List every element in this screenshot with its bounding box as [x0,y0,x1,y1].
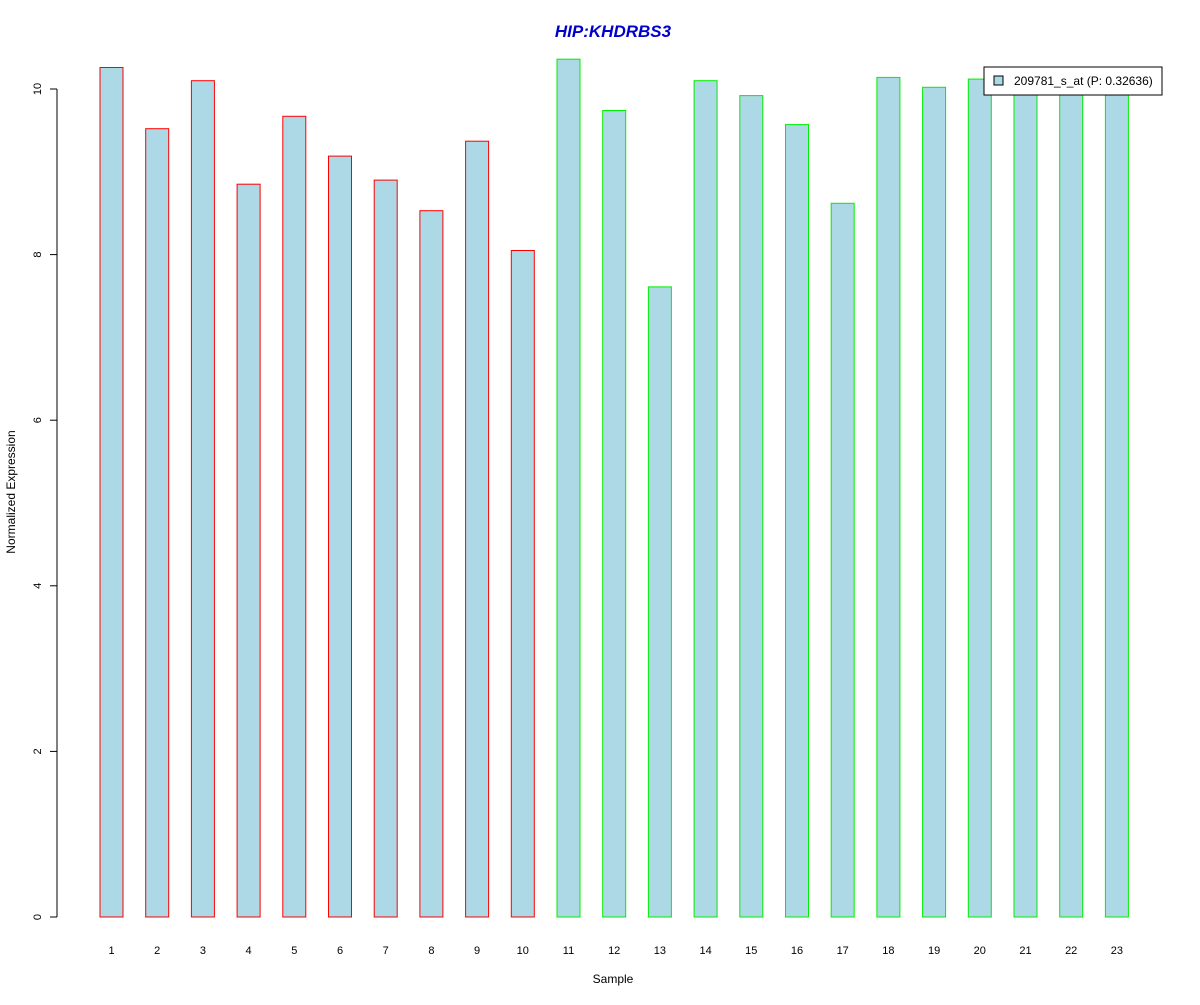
x-tick-label: 4 [246,945,252,957]
legend: 209781_s_at (P: 0.32636) [983,66,1163,96]
bar-sample-13 [647,286,672,918]
y-tick-label: 6 [32,417,44,423]
x-tick-label: 21 [1019,945,1031,957]
bar-sample-11 [556,58,581,918]
x-tick-label: 20 [974,945,986,957]
bar-sample-12 [602,110,627,918]
y-tick-label: 4 [32,583,44,589]
bar-sample-18 [876,76,901,918]
x-tick-label: 3 [200,945,206,957]
y-axis-label: Normalized Expression [4,430,18,553]
x-tick-label: 12 [608,945,620,957]
bar-sample-10 [510,250,535,918]
bar-sample-19 [922,86,947,918]
x-axis-label: Sample [593,972,634,986]
bar-sample-6 [328,155,352,918]
x-tick-label: 7 [383,945,389,957]
bars-group [99,58,1129,918]
bar-sample-23 [1104,91,1129,918]
bar-sample-17 [830,202,855,918]
x-tick-label: 9 [474,945,480,957]
x-tick-label: 15 [745,945,757,957]
bar-sample-16 [785,124,809,918]
x-tick-label: 22 [1065,945,1077,957]
bar-sample-1 [99,67,124,918]
x-tick-label: 2 [154,945,160,957]
bar-sample-2 [145,128,170,918]
bar-sample-4 [236,183,261,918]
x-tick-label: 11 [563,945,574,957]
y-tick-label: 2 [32,748,44,754]
y-tick-label: 10 [32,83,44,95]
bar-sample-15 [739,95,764,918]
y-tick-label: 0 [32,914,44,920]
bar-sample-7 [373,179,398,918]
x-tick-label: 1 [108,945,114,957]
y-tick-label: 8 [32,252,44,258]
x-tick-label: 8 [428,945,434,957]
x-tick-label: 23 [1111,945,1123,957]
x-tick-label: 14 [699,945,711,957]
bar-sample-5 [282,115,307,918]
x-tick-label: 17 [837,945,849,957]
bar-sample-9 [465,140,490,918]
y-axis: 0 2 4 6 8 10 [32,83,58,920]
legend-box [983,66,1163,96]
bar-sample-22 [1059,90,1084,918]
chart-title: HIP:KHDRBS3 [555,22,672,41]
legend-swatch [993,75,1004,86]
x-tick-label: 6 [337,945,343,957]
x-tick-label: 19 [928,945,940,957]
bar-sample-20 [967,78,992,918]
bar-sample-14 [693,80,718,918]
x-tick-label: 5 [291,945,297,957]
bar-sample-8 [419,210,444,918]
bar-sample-3 [190,80,215,918]
x-tick-label: 18 [882,945,894,957]
x-tick-label: 13 [654,945,666,957]
x-tick-label: 16 [791,945,803,957]
bar-sample-21 [1013,89,1038,918]
x-tick-label: 10 [517,945,529,957]
legend-label: 209781_s_at (P: 0.32636) [1014,74,1153,88]
x-tick-labels: 1 2 3 4 5 6 7 8 9 10 11 12 13 14 15 16 17 18 19 20 21 22 23 [108,945,1123,957]
